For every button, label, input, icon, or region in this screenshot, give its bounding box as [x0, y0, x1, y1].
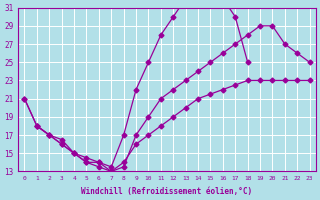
X-axis label: Windchill (Refroidissement éolien,°C): Windchill (Refroidissement éolien,°C): [82, 187, 252, 196]
